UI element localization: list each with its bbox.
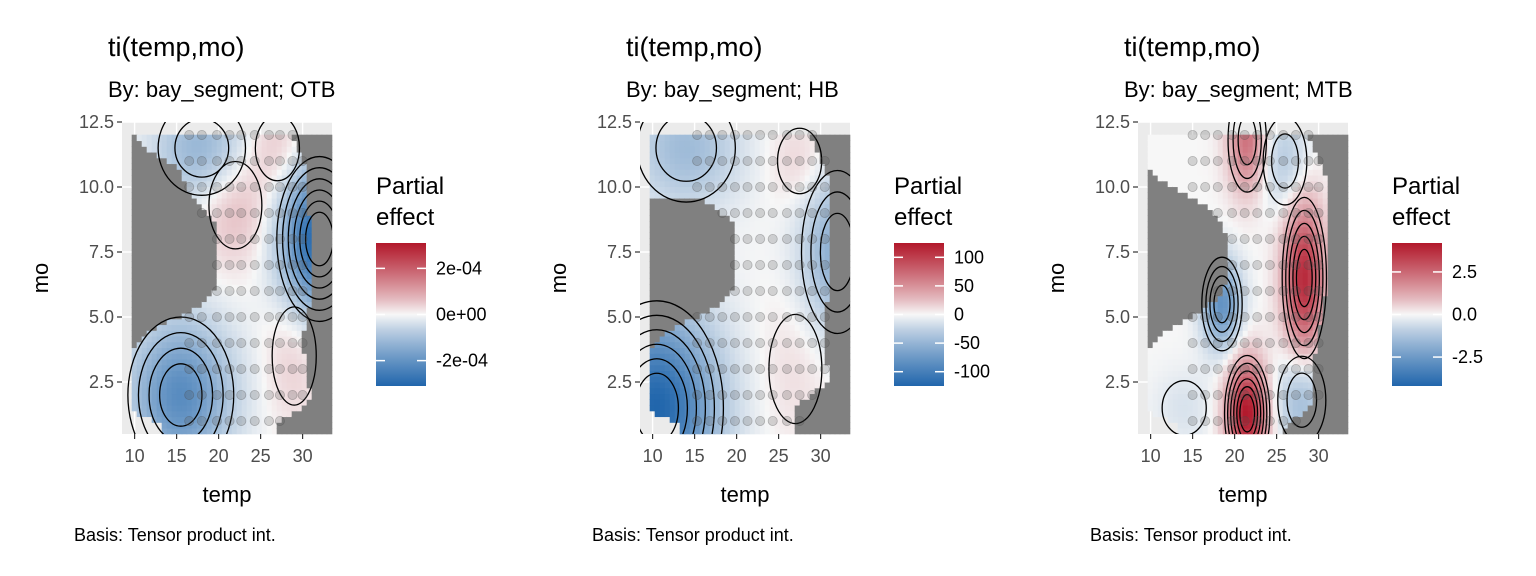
x-tick-label: 25 — [251, 446, 271, 466]
legend-title-line-2: effect — [1392, 204, 1451, 231]
x-axis-title: temp — [721, 482, 770, 507]
legend-title-line-1: Partial — [1392, 173, 1460, 200]
chart-subtitle: By: bay_segment; MTB — [1124, 77, 1353, 102]
y-axis: 2.5 5.0 7.5 10.0 12.5 mo — [28, 112, 122, 392]
y-tick-label: 5.0 — [607, 307, 632, 327]
x-tick-label: 30 — [293, 446, 313, 466]
legend-label: -100 — [954, 362, 990, 382]
partial-effect-surface — [131, 134, 333, 435]
x-tick-label: 10 — [643, 446, 663, 466]
x-tick-label: 10 — [125, 446, 145, 466]
x-tick-label: 15 — [1183, 446, 1203, 466]
y-tick-label: 10.0 — [597, 177, 632, 197]
chart-subtitle: By: bay_segment; HB — [626, 77, 839, 102]
x-axis-title: temp — [1219, 482, 1268, 507]
observation-points — [692, 129, 830, 426]
x-tick-label: 20 — [1225, 446, 1245, 466]
x-axis-title: temp — [203, 482, 252, 507]
contour-lines — [127, 122, 332, 434]
legend-label: -2.5 — [1452, 347, 1483, 367]
legend-label: 2e-04 — [436, 258, 482, 278]
x-axis: 10 15 20 25 30 temp — [125, 434, 313, 507]
legend-label: 50 — [954, 276, 974, 296]
legend-label: 0.0 — [1452, 305, 1477, 325]
y-tick-label: 2.5 — [1105, 372, 1130, 392]
chart-caption: Basis: Tensor product int. — [592, 525, 794, 545]
partial-effect-surface — [1147, 134, 1349, 435]
legend-title-line-2: effect — [894, 204, 953, 231]
chart-panel-3: ti(temp,mo) By: bay_segment; MTB 10 15 20 25 3… — [1044, 32, 1483, 545]
legend-title-line-1: Partial — [894, 173, 962, 200]
observation-points — [1187, 129, 1324, 426]
legend-label: 0e+00 — [436, 305, 487, 325]
observation-points — [184, 129, 308, 426]
legend-label: -50 — [954, 333, 980, 353]
y-tick-label: 12.5 — [1095, 112, 1130, 132]
x-tick-label: 25 — [1267, 446, 1287, 466]
y-tick-label: 2.5 — [89, 372, 114, 392]
y-tick-label: 7.5 — [1105, 242, 1130, 262]
x-axis: 10 15 20 25 30 temp — [643, 434, 831, 507]
x-tick-label: 20 — [727, 446, 747, 466]
x-tick-label: 15 — [685, 446, 705, 466]
y-tick-label: 5.0 — [89, 307, 114, 327]
chart-panel-2: ti(temp,mo) By: bay_segment; HB 10 15 20 25 30… — [546, 32, 990, 545]
color-legend: Partial effect 2.5 0.0 -2.5 — [1392, 173, 1483, 386]
partial-effect-surface — [649, 134, 851, 435]
y-tick-label: 10.0 — [79, 177, 114, 197]
contour-lines — [640, 122, 850, 434]
legend-label: 0 — [954, 305, 964, 325]
y-axis: 2.5 5.0 7.5 10.0 12.5 mo — [546, 112, 640, 392]
x-tick-label: 10 — [1141, 446, 1161, 466]
chart-panel-1: ti(temp,mo) By: bay_segment; OTB 10 15 20 25 3… — [28, 32, 488, 545]
legend-label: 100 — [954, 247, 984, 267]
contour-lines — [1161, 122, 1328, 434]
legend-label: 2.5 — [1452, 262, 1477, 282]
y-tick-label: 2.5 — [607, 372, 632, 392]
x-tick-label: 30 — [1309, 446, 1329, 466]
chart-title: ti(temp,mo) — [626, 32, 763, 62]
legend-title-line-1: Partial — [376, 173, 444, 200]
y-axis: 2.5 5.0 7.5 10.0 12.5 mo — [1044, 112, 1138, 392]
y-tick-label: 7.5 — [89, 242, 114, 262]
x-tick-label: 15 — [167, 446, 187, 466]
chart-caption: Basis: Tensor product int. — [1090, 525, 1292, 545]
y-tick-label: 12.5 — [597, 112, 632, 132]
y-axis-title: mo — [28, 263, 53, 294]
x-tick-label: 20 — [209, 446, 229, 466]
chart-title: ti(temp,mo) — [1124, 32, 1261, 62]
x-tick-label: 25 — [769, 446, 789, 466]
legend-title-line-2: effect — [376, 204, 435, 231]
y-tick-label: 7.5 — [607, 242, 632, 262]
chart-caption: Basis: Tensor product int. — [74, 525, 276, 545]
x-axis: 10 15 20 25 30 temp — [1141, 434, 1329, 507]
y-axis-title: mo — [546, 263, 571, 294]
y-axis-title: mo — [1044, 263, 1069, 294]
chart-title: ti(temp,mo) — [108, 32, 245, 62]
x-tick-label: 30 — [811, 446, 831, 466]
chart-subtitle: By: bay_segment; OTB — [108, 77, 335, 102]
color-legend: Partial effect 2e-04 0e+00 -2e-04 — [376, 173, 488, 386]
y-tick-label: 12.5 — [79, 112, 114, 132]
legend-label: -2e-04 — [436, 351, 488, 371]
y-tick-label: 5.0 — [1105, 307, 1130, 327]
y-tick-label: 10.0 — [1095, 177, 1130, 197]
